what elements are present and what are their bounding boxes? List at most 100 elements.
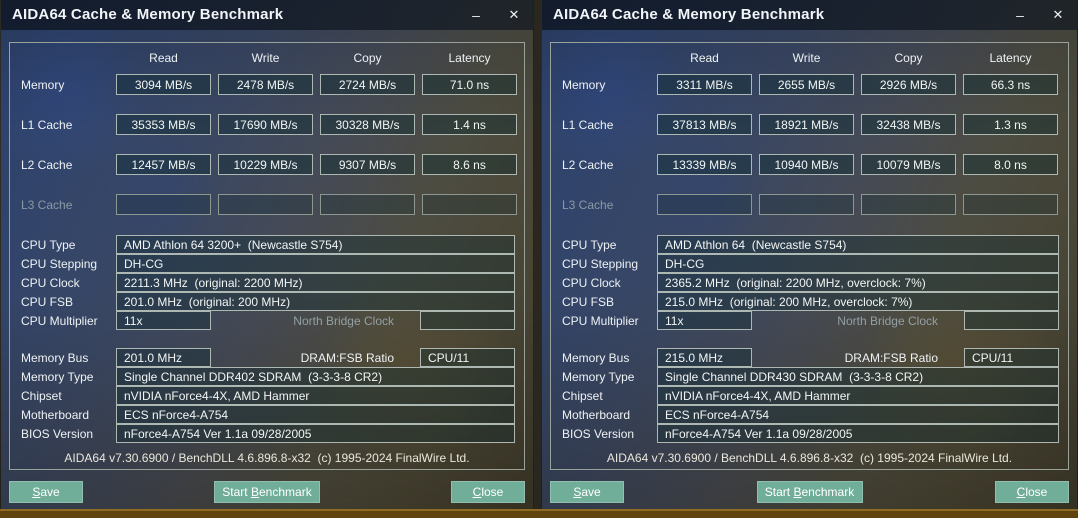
close-icon: ✕	[508, 7, 520, 22]
field-row-bios-version: BIOS Version nForce4-A754 Ver 1.1a 09/28…	[10, 424, 524, 443]
result-cell: 2724 MB/s	[320, 74, 415, 95]
minimize-button[interactable]: –	[1003, 0, 1037, 30]
field-row-motherboard: Motherboard ECS nForce4-A754	[10, 405, 524, 424]
result-cell: 12457 MB/s	[116, 154, 211, 175]
result-cell: 71.0 ns	[422, 74, 517, 95]
result-cell-empty	[657, 194, 752, 215]
result-cell: 2655 MB/s	[759, 74, 854, 95]
benchmark-window-left: AIDA64 Cache & Memory Benchmark – ✕ Read…	[0, 0, 534, 510]
field-value: nVIDIA nForce4-4X, AMD Hammer	[116, 386, 515, 405]
north-bridge-clock-value	[420, 311, 515, 330]
field-row-memory-type: Memory Type Single Channel DDR430 SDRAM …	[551, 367, 1068, 386]
version-footer: AIDA64 v7.30.6900 / BenchDLL 4.6.896.8-x…	[606, 451, 1013, 465]
field-row-cpu-clock: CPU Clock 2211.3 MHz (original: 2200 MHz…	[10, 273, 524, 292]
field-row-cpu-fsb: CPU FSB 201.0 MHz (original: 200 MHz)	[10, 292, 524, 311]
benchmark-window-right: AIDA64 Cache & Memory Benchmark – ✕ Read…	[541, 0, 1078, 510]
field-value: AMD Athlon 64 3200+ (Newcastle S754)	[116, 235, 515, 254]
field-label: Chipset	[562, 388, 603, 403]
field-row-cpu-type: CPU Type AMD Athlon 64 3200+ (Newcastle …	[10, 235, 524, 254]
row-label: L1 Cache	[562, 117, 614, 132]
result-cell: 3094 MB/s	[116, 74, 211, 95]
titlebar[interactable]: AIDA64 Cache & Memory Benchmark – ✕	[542, 0, 1077, 30]
field-value: Single Channel DDR402 SDRAM (3-3-3-8 CR2…	[116, 367, 515, 386]
result-cell: 32438 MB/s	[861, 114, 956, 135]
field-value: 215.0 MHz	[657, 348, 752, 367]
row-label: L2 Cache	[562, 157, 614, 172]
column-header-write: Write	[251, 51, 280, 65]
north-bridge-clock-label: North Bridge Clock	[293, 313, 394, 328]
field-label: BIOS Version	[21, 426, 94, 441]
column-header-latency: Latency	[448, 51, 491, 65]
field-label: CPU Clock	[562, 275, 621, 290]
field-row-chipset: Chipset nVIDIA nForce4-4X, AMD Hammer	[551, 386, 1068, 405]
titlebar[interactable]: AIDA64 Cache & Memory Benchmark – ✕	[1, 0, 533, 30]
bench-row-memory: Memory 3094 MB/s 2478 MB/s 2724 MB/s 71.…	[10, 74, 524, 95]
result-cell-empty	[759, 194, 854, 215]
version-footer: AIDA64 v7.30.6900 / BenchDLL 4.6.896.8-x…	[64, 451, 470, 465]
field-value: AMD Athlon 64 (Newcastle S754)	[657, 235, 1059, 254]
column-header-latency: Latency	[989, 51, 1032, 65]
result-cell: 13339 MB/s	[657, 154, 752, 175]
result-cell: 66.3 ns	[963, 74, 1058, 95]
north-bridge-clock-label: North Bridge Clock	[837, 313, 938, 328]
window-title: AIDA64 Cache & Memory Benchmark	[12, 6, 284, 23]
field-row-cpu-multiplier: CPU Multiplier 11x North Bridge Clock	[551, 311, 1068, 330]
column-header-read: Read	[149, 51, 178, 65]
close-icon: ✕	[1052, 7, 1064, 22]
result-cell-empty	[422, 194, 517, 215]
result-cell: 2478 MB/s	[218, 74, 313, 95]
row-label: L2 Cache	[21, 157, 73, 172]
field-label: CPU FSB	[562, 294, 615, 309]
row-label: Memory	[21, 77, 65, 92]
minimize-icon: –	[1016, 7, 1024, 23]
close-button[interactable]: ✕	[497, 0, 531, 30]
field-value: 201.0 MHz (original: 200 MHz)	[116, 292, 515, 311]
field-row-motherboard: Motherboard ECS nForce4-A754	[551, 405, 1068, 424]
dram-fsb-ratio-label: DRAM:FSB Ratio	[844, 350, 938, 365]
content-panel	[550, 42, 1069, 470]
field-label: Memory Type	[562, 369, 635, 384]
result-cell: 2926 MB/s	[861, 74, 956, 95]
field-label: CPU Type	[562, 237, 617, 252]
close-button[interactable]: ✕	[1041, 0, 1075, 30]
column-headers: Read Write Copy Latency	[10, 50, 524, 66]
result-cell: 10940 MB/s	[759, 154, 854, 175]
minimize-icon: –	[472, 7, 480, 23]
field-value: 215.0 MHz (original: 200 MHz, overclock:…	[657, 292, 1059, 311]
field-value: ECS nForce4-A754	[657, 405, 1059, 424]
result-cell: 18921 MB/s	[759, 114, 854, 135]
field-row-chipset: Chipset nVIDIA nForce4-4X, AMD Hammer	[10, 386, 524, 405]
result-cell-empty	[861, 194, 956, 215]
field-row-cpu-clock: CPU Clock 2365.2 MHz (original: 2200 MHz…	[551, 273, 1068, 292]
field-row-cpu-stepping: CPU Stepping DH-CG	[10, 254, 524, 273]
dram-fsb-ratio-value: CPU/11	[964, 348, 1059, 367]
field-label: Motherboard	[21, 407, 90, 422]
field-value: nForce4-A754 Ver 1.1a 09/28/2005	[116, 424, 515, 443]
result-cell-empty	[320, 194, 415, 215]
bench-row-l2: L2 Cache 13339 MB/s 10940 MB/s 10079 MB/…	[551, 154, 1068, 175]
result-cell-empty	[963, 194, 1058, 215]
field-row-memory-bus: Memory Bus 201.0 MHz DRAM:FSB Ratio CPU/…	[10, 348, 524, 367]
dram-fsb-ratio-label: DRAM:FSB Ratio	[300, 350, 394, 365]
row-label: L3 Cache	[21, 197, 73, 212]
field-label: Motherboard	[562, 407, 631, 422]
desktop-bottom-strip	[0, 509, 1078, 518]
field-value: nForce4-A754 Ver 1.1a 09/28/2005	[657, 424, 1059, 443]
field-label: Memory Type	[21, 369, 94, 384]
field-label: BIOS Version	[562, 426, 635, 441]
result-cell: 3311 MB/s	[657, 74, 752, 95]
result-cell-empty	[218, 194, 313, 215]
bench-row-l3: L3 Cache	[10, 194, 524, 215]
minimize-button[interactable]: –	[459, 0, 493, 30]
field-value: 2211.3 MHz (original: 2200 MHz)	[116, 273, 515, 292]
field-label: Chipset	[21, 388, 62, 403]
field-row-memory-bus: Memory Bus 215.0 MHz DRAM:FSB Ratio CPU/…	[551, 348, 1068, 367]
field-row-cpu-type: CPU Type AMD Athlon 64 (Newcastle S754)	[551, 235, 1068, 254]
field-label: Memory Bus	[562, 350, 630, 365]
